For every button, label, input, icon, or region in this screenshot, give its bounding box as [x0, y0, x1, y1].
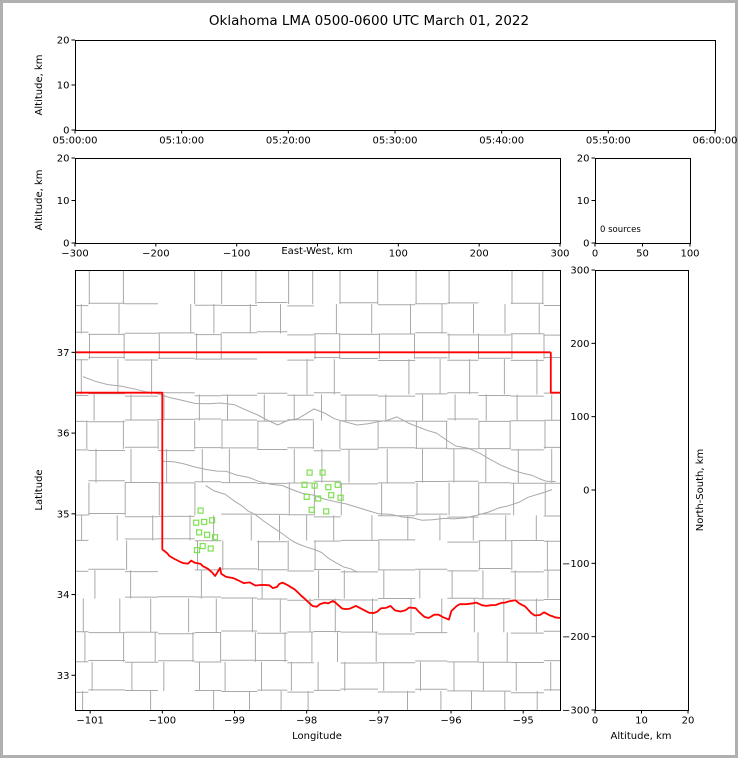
ylabel-ew-altitude: Altitude, km — [34, 169, 45, 231]
map-layers — [75, 270, 560, 710]
source-marker — [211, 534, 219, 541]
state-border-line — [75, 391, 164, 550]
state-border-line — [549, 352, 560, 394]
tick-label: −100 — [562, 559, 589, 570]
tick-label: 100 — [389, 249, 408, 260]
source-marker — [337, 494, 344, 501]
tick-label: −100 — [149, 716, 176, 727]
tick-label: 10 — [635, 716, 648, 727]
ylabel-north-south: North-South, km — [695, 448, 706, 532]
tick-label: −97 — [368, 716, 389, 727]
tick-label: 100 — [680, 249, 699, 260]
tick-label: −300 — [562, 706, 589, 717]
xlabel-longitude: Longitude — [292, 731, 342, 742]
tick-label: 05:40:00 — [479, 136, 524, 147]
tick-label: 34 — [57, 590, 70, 601]
tick-label: 36 — [57, 429, 70, 440]
xlabel-east-west: East-West, km — [281, 246, 353, 257]
source-marker — [204, 531, 211, 538]
tick-label: 0 — [583, 239, 589, 250]
source-marker — [328, 492, 335, 499]
tick-label: −99 — [224, 716, 245, 727]
tick-label: 10 — [577, 196, 590, 207]
tick-label: 05:30:00 — [373, 136, 418, 147]
tick-label: 33 — [57, 671, 70, 682]
source-marker — [193, 519, 200, 526]
axes-spine — [75, 270, 561, 711]
source-marker — [301, 481, 308, 488]
tick-label: 05:00:00 — [53, 136, 98, 147]
river-line — [82, 376, 556, 482]
source-marker — [303, 493, 310, 500]
county-grid — [75, 270, 560, 710]
source-marker — [201, 518, 208, 526]
source-marker — [325, 484, 332, 491]
tick-label: −101 — [76, 716, 103, 727]
tick-label: 0 — [592, 716, 598, 727]
source-marker — [308, 506, 315, 513]
tick-label: −100 — [223, 249, 250, 260]
state-border-red-river — [161, 548, 560, 621]
tick-label: −200 — [142, 249, 169, 260]
source-marker — [323, 508, 330, 515]
tick-label: −98 — [296, 716, 317, 727]
tick-label: 10 — [57, 81, 70, 92]
tick-label: 20 — [57, 154, 70, 165]
annotation-source-count: 0 sources — [600, 225, 641, 235]
axes-spine — [75, 40, 716, 131]
source-marker — [193, 546, 201, 554]
ylabel-time-altitude: Altitude, km — [34, 54, 45, 116]
tick-label: 100 — [570, 412, 589, 423]
tick-label: 0 — [592, 249, 598, 260]
source-marker — [196, 529, 203, 536]
tick-label: 200 — [470, 249, 489, 260]
tick-label: 0 — [63, 126, 69, 137]
xlabel-altitude-bottom: Altitude, km — [610, 731, 672, 742]
source-marker — [197, 507, 204, 514]
river-line — [162, 460, 553, 521]
tick-label: 10 — [57, 196, 70, 207]
source-marker — [319, 469, 326, 476]
ylabel-latitude: Latitude — [34, 469, 45, 511]
source-marker — [207, 545, 214, 552]
tick-label: −96 — [440, 716, 461, 727]
tick-label: 300 — [570, 266, 589, 277]
tick-label: 20 — [57, 36, 70, 47]
tick-label: 0 — [583, 486, 589, 497]
source-marker — [334, 481, 341, 488]
figure-title: Oklahoma LMA 0500-0600 UTC March 01, 202… — [208, 13, 530, 29]
source-marker — [209, 517, 216, 524]
axes-spine — [595, 270, 689, 711]
tick-label: −95 — [513, 716, 534, 727]
source-marker — [199, 542, 206, 550]
tick-label: −200 — [562, 632, 589, 643]
tick-label: 35 — [57, 509, 70, 520]
tick-label: 50 — [636, 249, 649, 260]
tick-label: 05:20:00 — [266, 136, 311, 147]
tick-label: 200 — [570, 339, 589, 350]
tick-label: 05:10:00 — [159, 136, 204, 147]
tick-label: 20 — [577, 154, 590, 165]
tick-label: 300 — [550, 249, 569, 260]
tick-label: 06:00:00 — [693, 136, 738, 147]
axes-spine — [75, 158, 561, 244]
river-line — [205, 485, 358, 573]
tick-label: 0 — [63, 239, 69, 250]
source-marker — [306, 469, 313, 476]
source-marker — [311, 482, 318, 489]
source-marker — [315, 495, 322, 502]
tick-label: 05:50:00 — [586, 136, 631, 147]
tick-label: 20 — [682, 716, 695, 727]
tick-label: −300 — [61, 249, 88, 260]
tick-label: 37 — [57, 348, 70, 359]
